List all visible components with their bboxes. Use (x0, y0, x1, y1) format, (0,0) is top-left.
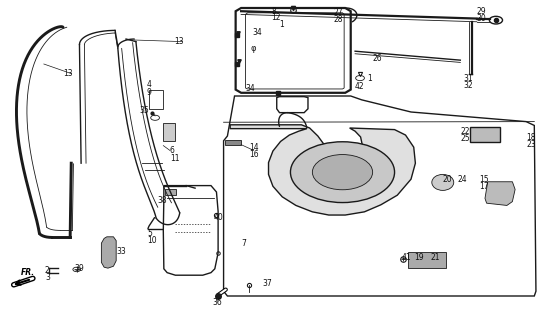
Text: 15: 15 (480, 175, 489, 184)
Text: 23: 23 (526, 140, 536, 149)
Text: 34: 34 (252, 28, 262, 36)
FancyBboxPatch shape (408, 252, 446, 268)
Text: 42: 42 (355, 82, 365, 91)
Text: 5: 5 (147, 229, 152, 238)
Circle shape (290, 142, 395, 203)
Text: 33: 33 (117, 247, 127, 256)
Text: 24: 24 (458, 175, 467, 184)
Text: 39: 39 (74, 264, 84, 273)
Text: 14: 14 (249, 143, 259, 152)
Text: 28: 28 (333, 15, 342, 24)
Text: 29: 29 (477, 7, 487, 16)
Circle shape (312, 155, 373, 190)
Text: 7: 7 (241, 239, 246, 248)
Text: 12: 12 (271, 13, 281, 22)
Text: 19: 19 (414, 253, 424, 262)
Text: 34: 34 (245, 84, 255, 92)
Text: 1: 1 (367, 74, 372, 83)
Text: 20: 20 (443, 175, 453, 184)
Bar (470, 127, 500, 142)
Text: 8: 8 (271, 7, 276, 16)
Text: 13: 13 (63, 69, 73, 78)
Text: FR.: FR. (21, 268, 35, 277)
Polygon shape (101, 237, 116, 268)
Text: 18: 18 (526, 133, 535, 142)
Polygon shape (485, 182, 515, 205)
Text: 30: 30 (477, 14, 487, 23)
Text: 3: 3 (45, 273, 50, 282)
Text: 1: 1 (279, 20, 284, 28)
Text: 25: 25 (460, 134, 470, 143)
Text: 32: 32 (463, 81, 473, 90)
Polygon shape (230, 125, 415, 215)
Text: 6: 6 (170, 146, 175, 155)
Text: 36: 36 (213, 298, 222, 307)
Text: 11: 11 (170, 154, 179, 163)
Text: 37: 37 (262, 279, 272, 288)
Text: 41: 41 (402, 253, 412, 262)
Text: 16: 16 (249, 150, 259, 159)
Text: φ: φ (250, 44, 256, 53)
Text: 27: 27 (333, 8, 343, 17)
Bar (225, 140, 241, 145)
Text: 35: 35 (140, 106, 150, 115)
Text: 2: 2 (45, 266, 50, 275)
Text: 31: 31 (463, 74, 473, 83)
Text: 4: 4 (147, 80, 152, 89)
Text: 40: 40 (214, 213, 224, 222)
Text: 10: 10 (147, 236, 157, 245)
Text: 17: 17 (480, 182, 489, 191)
Bar (149, 90, 163, 109)
Text: 21: 21 (430, 253, 439, 262)
Text: 38: 38 (158, 196, 168, 204)
FancyBboxPatch shape (163, 123, 175, 141)
Text: 9: 9 (147, 88, 152, 97)
Text: 26: 26 (373, 54, 383, 63)
Ellipse shape (432, 174, 454, 190)
Bar (165, 189, 176, 195)
Text: 13: 13 (174, 37, 184, 46)
Text: 22: 22 (460, 127, 470, 136)
